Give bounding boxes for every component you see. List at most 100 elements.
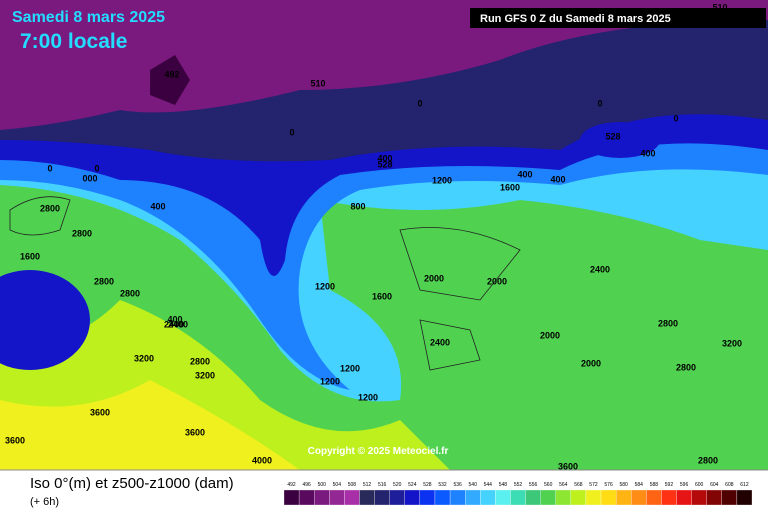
legend-swatch [570,489,587,506]
contour-label: 2400 [590,264,610,274]
contour-label: 492 [164,69,179,79]
contour-label: 2000 [424,273,444,283]
contour-label: 2800 [698,455,718,465]
coastline [9,196,521,371]
contour-label: 1600 [20,251,40,261]
contour-label: 1200 [358,392,378,402]
contour-label: 1600 [372,291,392,301]
legend-swatch [691,489,707,506]
legend-swatch [661,489,677,506]
contour-label: 0 [417,98,422,108]
contour-label: 1200 [315,281,335,291]
contour-label: 400 [377,153,392,163]
legend-swatch [706,489,722,506]
legend-label: 584 [635,482,644,488]
contour-label: 3200 [195,370,215,380]
contour-label: 2000 [540,330,560,340]
legend-label: 544 [484,482,493,488]
contour-label: 000 [82,173,97,183]
legend-label: 520 [393,482,402,488]
legend-swatch [480,489,496,506]
legend-swatch [344,489,360,506]
contour-label: 2000 [487,276,507,286]
legend-swatch [283,489,300,506]
legend-swatch [615,489,632,506]
legend-label: 604 [710,482,719,488]
legend-swatch [389,489,405,506]
contour-label: 2800 [120,288,140,298]
contour-label: 400 [550,174,565,184]
legend-label: 552 [514,482,523,488]
legend-label: 524 [408,482,417,488]
contour-label: 800 [350,201,365,211]
legend-label: 516 [378,482,387,488]
legend-swatch [359,489,375,506]
contour-label: 400 [640,148,655,158]
contour-label: 2400 [430,337,450,347]
legend-label: 568 [574,482,583,488]
legend-label: 564 [559,482,568,488]
legend-label: 508 [348,482,357,488]
cold-area [580,122,660,158]
contour-label: 3600 [90,407,110,417]
legend-swatch [495,489,511,506]
legend-swatch [555,489,571,506]
contour-label: 0 [47,163,52,173]
legend-swatch [449,489,466,506]
legend-swatch [525,489,541,506]
legend-swatch [404,489,421,506]
legend-label: 540 [469,482,478,488]
contour-label: 528 [605,131,620,141]
legend-swatch [676,489,692,506]
legend-title: Iso 0°(m) et z500-z1000 (dam) [30,475,234,492]
contour-label: 528 [377,159,392,169]
legend-swatch [298,489,315,506]
legend-label: 580 [620,482,629,488]
legend-swatch [736,489,753,506]
contour-label: 4000 [252,455,272,465]
contour-label: 2800 [72,228,92,238]
legend-swatch [314,489,330,506]
contour-label: 3600 [558,461,578,471]
legend-swatch [600,489,617,506]
legend-label: 592 [665,482,674,488]
legend-label: 612 [740,482,749,488]
run-info: Run GFS 0 Z du Samedi 8 mars 2025 [480,13,671,25]
legend-step: (+ 6h) [30,496,59,508]
contour-label: 2400 [168,319,188,329]
contour-label: 1200 [340,363,360,373]
legend-label: 560 [544,482,553,488]
legend-label: 588 [650,482,659,488]
legend-swatch [585,489,602,506]
legend-swatch [646,489,662,506]
legend-label: 556 [529,482,538,488]
legend-label: 572 [589,482,598,488]
contour-label: 2800 [40,203,60,213]
contour-label: 2800 [190,356,210,366]
legend-label: 548 [499,482,508,488]
legend-label: 512 [363,482,372,488]
contour-label: 0 [94,163,99,173]
legend-swatch [419,489,436,506]
cold-area [0,270,90,370]
legend-swatch [465,489,481,506]
legend-label: 532 [438,482,447,488]
contour-label: 3200 [722,338,742,348]
copyright: Copyright © 2025 Meteociel.fr [308,446,449,457]
contour-label: 1600 [500,182,520,192]
contour-label: 2000 [581,358,601,368]
contour-label: 0 [673,113,678,123]
legend-swatch [374,489,390,506]
legend-label: 596 [680,482,689,488]
contour-label: 400 [150,201,165,211]
cold-area [150,55,190,105]
contour-label: 1200 [432,175,452,185]
legend-swatch [510,489,526,506]
legend-label: 600 [695,482,704,488]
contour-label: 2800 [658,318,678,328]
legend-label: 500 [318,482,327,488]
contour-label: 1200 [320,376,340,386]
contour-label: 3600 [185,427,205,437]
